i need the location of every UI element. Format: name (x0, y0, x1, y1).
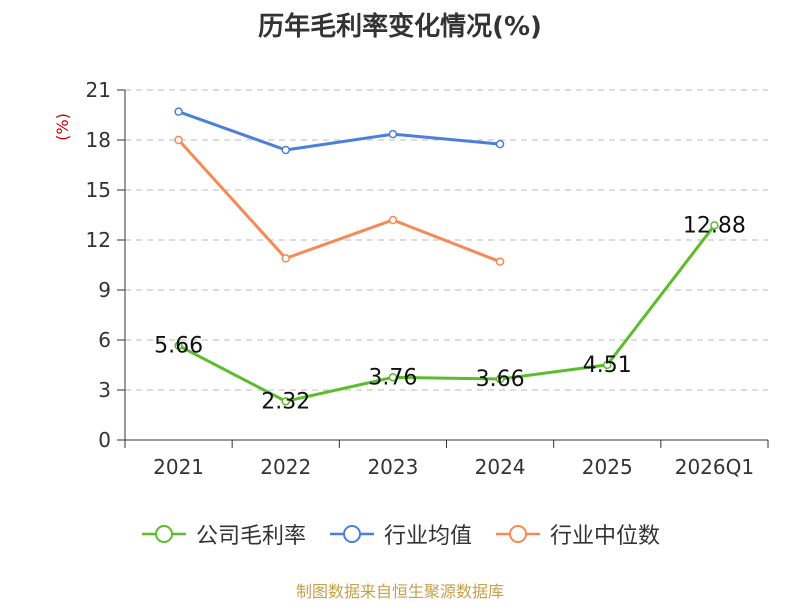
legend-swatch-icon (496, 525, 540, 543)
data-point (603, 360, 612, 370)
data-point (174, 107, 183, 116)
data-point (495, 257, 505, 266)
x-tick-label: 2021 (153, 455, 204, 479)
legend-swatch-marker (342, 525, 361, 543)
data-point (281, 254, 290, 263)
data-point (281, 397, 290, 406)
data-point (710, 221, 719, 230)
legend-item[interactable]: 行业均值 (328, 518, 472, 550)
series-line (177, 138, 501, 264)
y-tick-label: 0 (98, 428, 111, 452)
legend-swatch-marker (154, 525, 173, 543)
source-note: 制图数据来自恒生聚源数据库 (295, 582, 504, 601)
legend-label: 行业中位数 (550, 524, 661, 549)
data-point (495, 374, 505, 384)
legend: 公司毛利率 行业均值 行业中位数 (0, 518, 800, 550)
x-tick-label: 2024 (475, 455, 526, 479)
data-label: 4.51 (583, 353, 632, 378)
legend-swatch-icon (329, 525, 374, 543)
data-label: 3.66 (476, 367, 525, 392)
data-point (174, 341, 183, 350)
legend-label: 行业均值 (383, 524, 472, 549)
y-tick-label: 3 (98, 378, 111, 402)
legend-swatch-icon (141, 525, 186, 543)
data-point (174, 135, 183, 145)
x-tick-label: 2025 (582, 455, 633, 479)
y-tick-label: 21 (86, 78, 111, 102)
data-label: 5.66 (154, 334, 203, 359)
series-line (177, 224, 716, 403)
y-tick-label: 18 (86, 128, 111, 152)
chart-title: 历年毛利率变化情况(%) (258, 12, 542, 42)
series-line (178, 110, 501, 152)
y-tick-label: 12 (86, 228, 111, 252)
data-point (281, 145, 290, 155)
legend-label: 公司毛利率 (195, 524, 306, 549)
y-tick-label: 15 (86, 178, 111, 202)
axes: 0 3 6 9 12 15 18 21 2021 2022 2023 2024 2025 2026Q1 (%… (53, 78, 769, 479)
y-axis-label: (%) (53, 113, 72, 141)
data-point (388, 215, 398, 225)
legend-swatch-marker (509, 525, 527, 543)
x-tick-label: 2022 (260, 455, 311, 479)
y-tick-label: 9 (98, 278, 111, 302)
x-tick-label: 2023 (367, 455, 418, 479)
data-point (388, 129, 398, 139)
legend-item[interactable]: 公司毛利率 (140, 518, 306, 550)
data-label: 2.32 (261, 389, 310, 414)
y-tick-label: 6 (98, 328, 111, 352)
data-label: 12.88 (683, 213, 746, 238)
x-tick-label: 2026Q1 (675, 455, 754, 479)
series-lines (174, 107, 719, 406)
data-labels: 5.66 2.32 3.76 3.66 4.51 12.88 (154, 213, 746, 414)
data-point (495, 139, 505, 149)
legend-item[interactable]: 行业中位数 (494, 518, 660, 550)
data-point (388, 373, 398, 382)
data-label: 3.76 (368, 365, 417, 390)
